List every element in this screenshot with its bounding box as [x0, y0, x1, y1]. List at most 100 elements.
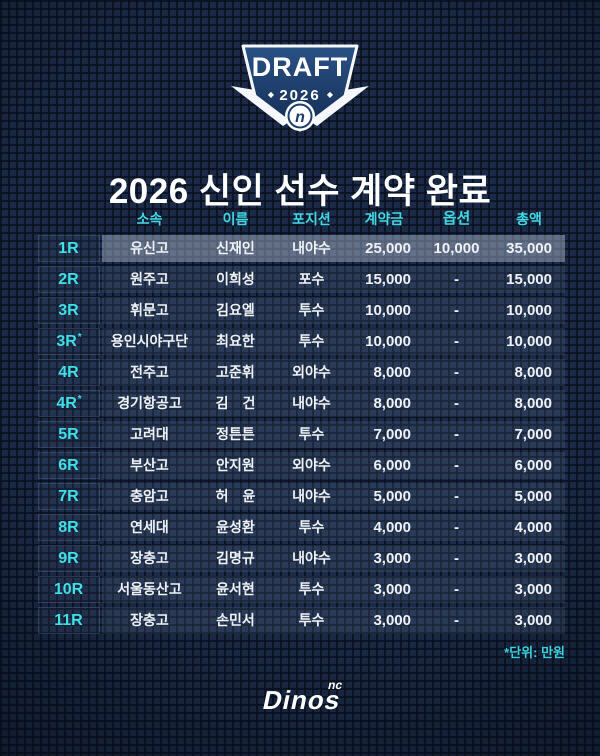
position-cell: 투수: [298, 519, 325, 535]
table-row: 10R 서울동산고 윤서현 투수 3,000 - 3,000: [38, 576, 565, 603]
option-cell: 10,000: [433, 240, 480, 257]
round-text: 4R: [58, 364, 79, 381]
option-cell: -: [454, 519, 459, 536]
header-round-spacer: [38, 208, 102, 230]
round-text: 9R: [58, 550, 79, 567]
signing-bonus-cell: 10,000: [365, 333, 411, 350]
badge-emblem-ring: [287, 103, 313, 129]
name-cell: 신재인: [216, 240, 255, 256]
option-cell: -: [454, 550, 459, 567]
option-cell: -: [454, 612, 459, 629]
signing-bonus-cell: 5,000: [373, 488, 411, 505]
round-label: 1R: [38, 235, 100, 262]
position-cell: 외야수: [292, 457, 331, 473]
school-cell: 서울동산고: [117, 581, 182, 597]
option-cell: -: [454, 488, 459, 505]
school-cell: 장충고: [130, 550, 169, 566]
school-cell: 경기항공고: [117, 395, 182, 411]
round-text: 2R: [58, 271, 79, 288]
badge-shield: [241, 44, 359, 132]
badge-star-right-icon: ◆: [327, 90, 334, 99]
round-label: 6R: [38, 452, 100, 479]
round-label: 10R: [38, 576, 100, 603]
school-cell: 부산고: [130, 457, 169, 473]
round-text: 10R: [53, 581, 84, 598]
table-row: 6R 부산고 안지원 외야수 6,000 - 6,000: [38, 452, 565, 479]
name-cell: 안지원: [216, 457, 255, 473]
signing-bonus-cell: 3,000: [373, 612, 411, 629]
table-rows: 1R 유신고 신재인 내야수 25,000 10,000 35,000 2R 원…: [38, 235, 565, 634]
name-cell: 김요엘: [216, 302, 255, 318]
round-label: 7R: [38, 483, 100, 510]
name-cell: 윤서현: [216, 581, 255, 597]
dinos-wordmark: Dinos: [260, 685, 344, 715]
school-cell: 원주고: [130, 271, 169, 287]
round-text: 8R: [58, 519, 79, 536]
position-cell: 내야수: [292, 550, 331, 566]
name-cell: 허 윤: [215, 488, 256, 504]
round-label: 3R*: [38, 328, 100, 355]
signing-bonus-cell: 8,000: [373, 364, 411, 381]
total-cell: 8,000: [514, 364, 552, 381]
signing-bonus-cell: 6,000: [373, 457, 411, 474]
signing-bonus-cell: 3,000: [373, 581, 411, 598]
badge-left-wing: [231, 86, 292, 126]
school-cell: 연세대: [130, 519, 169, 535]
header-total: 총액: [516, 211, 542, 227]
header-option: 옵션: [442, 210, 471, 227]
round-label: 11R: [38, 607, 100, 634]
row-body: 충암고 허 윤 내야수 5,000 - 5,000: [102, 483, 565, 510]
name-cell: 고준휘: [216, 364, 255, 380]
option-cell: -: [454, 426, 459, 443]
total-cell: 6,000: [514, 457, 552, 474]
contract-table: 소속 이름 포지션 계약금 옵션 총액 1R 유신고 신재인 내야수 25,00…: [38, 208, 565, 638]
total-cell: 3,000: [514, 581, 552, 598]
name-cell: 김명규: [216, 550, 255, 566]
table-row: 3R 휘문고 김요엘 투수 10,000 - 10,000: [38, 297, 565, 324]
row-body: 서울동산고 윤서현 투수 3,000 - 3,000: [102, 576, 565, 603]
round-label: 4R: [38, 359, 100, 386]
total-cell: 10,000: [506, 333, 552, 350]
option-cell: -: [454, 395, 459, 412]
option-cell: -: [454, 271, 459, 288]
round-text: 3R: [56, 333, 77, 350]
round-text: 1R: [58, 240, 79, 257]
nc-mark: nc: [327, 678, 344, 692]
option-cell: -: [454, 364, 459, 381]
school-cell: 장충고: [130, 612, 169, 628]
position-cell: 내야수: [292, 395, 331, 411]
nc-emblem-icon: n: [295, 109, 305, 126]
badge-draft-text: DRAFT: [252, 52, 348, 82]
row-body: 장충고 김명규 내야수 3,000 - 3,000: [102, 545, 565, 572]
page-title: 2026 신인 선수 계약 완료: [108, 172, 492, 212]
round-label: 3R: [38, 297, 100, 324]
badge-star-left-icon: ◆: [268, 90, 275, 99]
position-cell: 투수: [298, 612, 325, 628]
header-name: 이름: [222, 211, 249, 227]
total-cell: 5,000: [514, 488, 552, 505]
name-cell: 최요한: [216, 333, 255, 349]
round-asterisk: *: [77, 331, 82, 343]
position-cell: 투수: [298, 302, 325, 318]
total-cell: 7,000: [514, 426, 552, 443]
name-cell: 정튼튼: [216, 426, 255, 442]
name-cell: 이희성: [216, 271, 255, 287]
round-label: 8R: [38, 514, 100, 541]
round-text: 7R: [58, 488, 79, 505]
total-cell: 3,000: [514, 612, 552, 629]
round-label: 4R*: [38, 390, 100, 417]
total-cell: 10,000: [506, 302, 552, 319]
row-body: 경기항공고 김 건 내야수 8,000 - 8,000: [102, 390, 565, 417]
total-cell: 35,000: [506, 240, 552, 257]
header-signing: 계약금: [364, 211, 404, 227]
option-cell: -: [454, 581, 459, 598]
header-position: 포지션: [292, 211, 331, 227]
school-cell: 충암고: [130, 488, 169, 504]
table-row: 11R 장충고 손민서 투수 3,000 - 3,000: [38, 607, 565, 634]
school-cell: 휘문고: [130, 302, 169, 318]
table-header-row: 소속 이름 포지션 계약금 옵션 총액: [38, 208, 565, 230]
signing-bonus-cell: 15,000: [365, 271, 411, 288]
round-asterisk: *: [77, 393, 82, 405]
table-row: 4R 전주고 고준휘 외야수 8,000 - 8,000: [38, 359, 565, 386]
position-cell: 내야수: [292, 488, 331, 504]
